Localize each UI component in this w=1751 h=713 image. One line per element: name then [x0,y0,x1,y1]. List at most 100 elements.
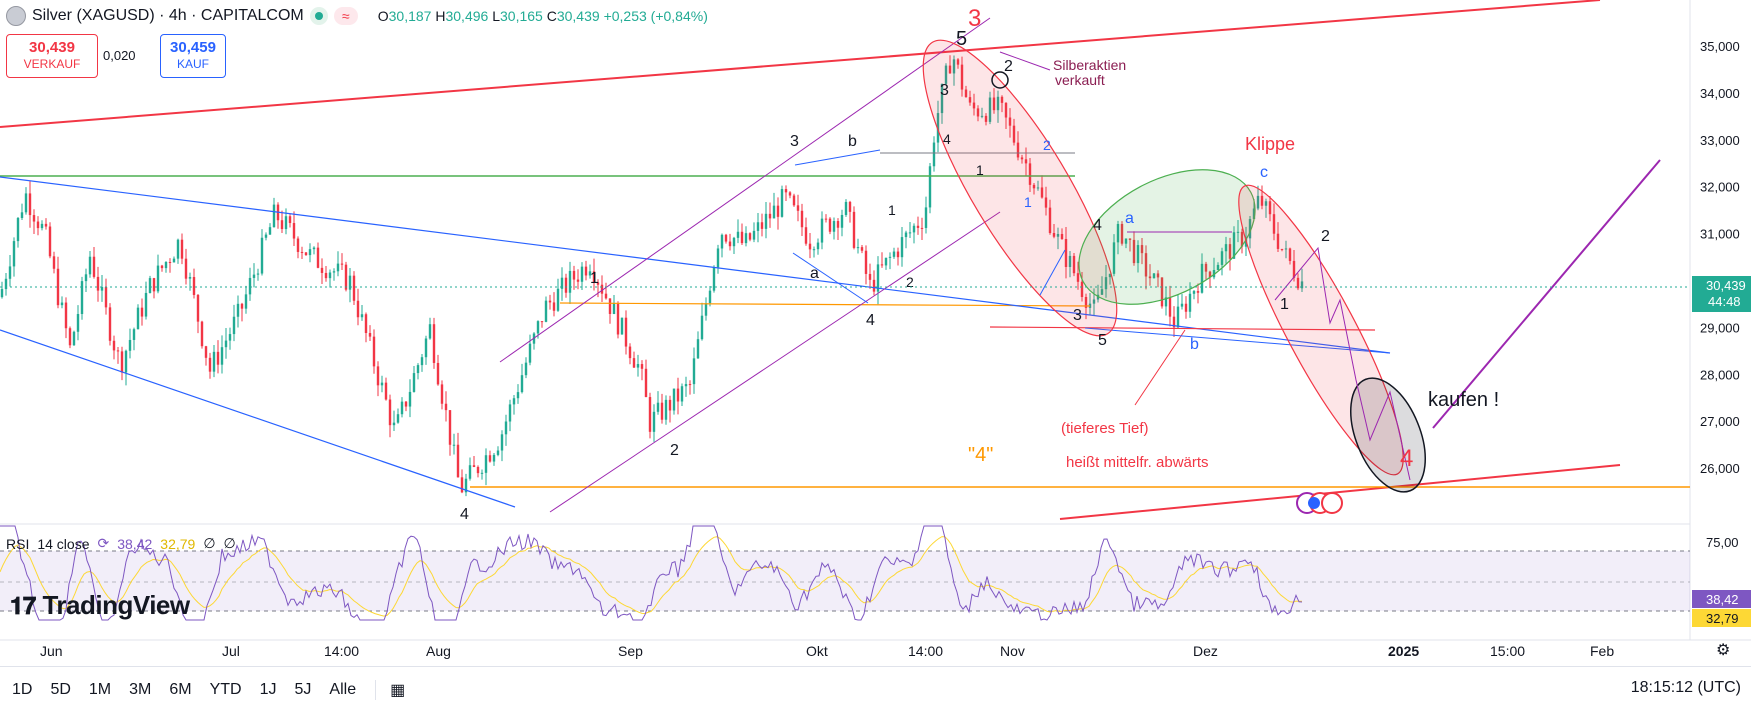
candle-body [672,388,676,411]
candle-body [1272,214,1276,234]
range-ytd[interactable]: YTD [209,681,242,698]
rsi-line [0,525,1303,621]
candle-body [1144,253,1148,277]
candle-body [240,303,244,309]
candle-body [300,251,304,253]
candle-body [908,232,912,234]
candle-body [104,287,108,308]
gear-icon[interactable]: ⚙ [1716,642,1731,659]
label-c: c [1260,164,1268,181]
price-axis-label: 32,000 [1700,180,1740,195]
tief-arrow [1134,329,1186,406]
candle-body [828,218,832,232]
candle-body [444,403,448,411]
buy-button[interactable]: 30,459 KAUF [160,34,226,78]
candle-body [1104,277,1108,290]
label-w2-sep: 2 [670,442,679,459]
refresh-icon[interactable]: ⟳ [97,535,110,551]
candle-body [1008,117,1012,126]
candle-body [40,223,44,229]
candle-body [1100,289,1104,295]
wave-indicator-icon[interactable]: ≈ [333,7,358,25]
candle-body [264,234,268,238]
candle-body [212,351,216,372]
candle-body [688,384,692,386]
range-alle[interactable]: Alle [329,681,357,698]
candle-body [1176,306,1180,328]
rsi-header[interactable]: RSI 14 close ⟳ 38,42 32,79 ∅ ∅ [6,535,236,552]
candle-body [1000,96,1004,103]
candle-body [244,294,248,309]
market-status-icon[interactable] [309,7,328,25]
candle-body [824,218,828,220]
candle-body [1292,260,1296,278]
candle-body [640,364,644,369]
candle-body [720,234,724,249]
candle-body [1152,273,1156,279]
sell-button[interactable]: 30,439 VERKAUF [6,34,98,78]
candle-body [68,328,72,346]
range-5d[interactable]: 5D [50,681,71,698]
candle-body [728,241,732,247]
candle-body [656,402,660,412]
candle-body [432,324,436,363]
candle-body [812,249,816,251]
candle-body [292,223,296,239]
open-value: 30,187 [388,8,432,24]
lower-red-trendline [1059,464,1621,520]
range-6m[interactable]: 6M [169,681,192,698]
candle-body [64,302,68,329]
candle-body [16,217,20,242]
candle-body [768,213,772,219]
candle-body [472,465,476,467]
candle-body [568,270,572,293]
candle-body [164,262,168,269]
candle-body [344,264,348,290]
calendar-icon[interactable]: ▦ [375,680,414,700]
candle-body [540,321,544,323]
price-axis-label: 31,000 [1700,227,1740,242]
candle-body [60,302,64,306]
candle-body [872,279,876,292]
rsi-value-tag [1692,590,1751,608]
candle-body [108,307,112,341]
candle-body [1136,245,1140,264]
range-3m[interactable]: 3M [129,681,152,698]
range-1d[interactable]: 1D [12,681,33,698]
green-ellipse [1078,169,1256,305]
change-value: +0,253 (+0,84%) [603,8,708,24]
label-silberaktien: Silberaktien [1053,57,1126,73]
candle-body [452,444,456,446]
candle-body [764,213,768,229]
symbol-title[interactable]: Silver (XAGUSD) · 4h · CAPITALCOM [32,7,304,24]
candle-body [712,267,716,291]
price-axis-label: 26,000 [1700,461,1740,476]
candle-body [756,222,760,231]
candle-body [124,350,128,373]
candle-body [524,362,528,376]
candle-body [88,256,92,275]
label-b-blue: b [1190,336,1199,353]
utc-clock[interactable]: 18:15:12 (UTC) [1630,679,1741,696]
candle-body [556,288,560,311]
candle-body [496,450,500,455]
range-5j[interactable]: 5J [294,681,312,698]
candle-body [72,331,76,346]
range-1j[interactable]: 1J [259,681,277,698]
rsi-na-2: ∅ [223,535,236,551]
candle-body [1228,244,1232,259]
candle-body [1040,187,1044,198]
range-1m[interactable]: 1M [88,681,112,698]
candle-body [1140,245,1144,254]
close-value: 30,439 [556,8,600,24]
candle-body [1276,233,1280,249]
candle-body [964,89,968,98]
candle-body [204,346,208,358]
candle-body [416,365,420,374]
candle-body [984,115,988,122]
candle-body [1288,248,1292,261]
candle-body [500,434,504,451]
candle-body [256,273,260,275]
rsi-value: 38,42 [117,535,153,552]
